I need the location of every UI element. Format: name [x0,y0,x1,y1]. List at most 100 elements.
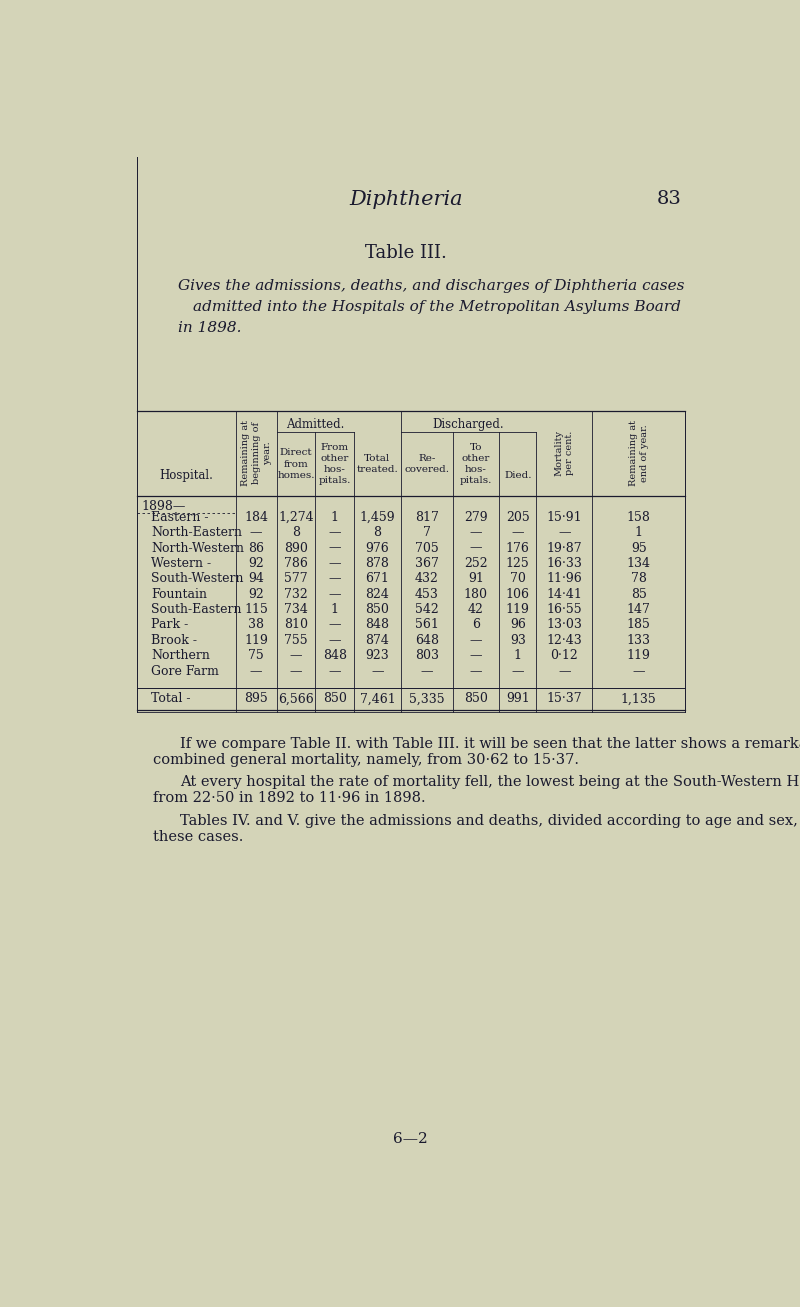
Text: 1,274: 1,274 [278,511,314,524]
Text: admitted into the Hospitals of the Metropolitan Asylums Board: admitted into the Hospitals of the Metro… [193,301,681,314]
Text: 6,566: 6,566 [278,693,314,706]
Text: 561: 561 [414,618,438,631]
Text: —: — [511,665,524,678]
Text: 93: 93 [510,634,526,647]
Text: —: — [371,665,384,678]
Text: 19·87: 19·87 [546,541,582,554]
Text: 38: 38 [248,618,264,631]
Text: 11·96: 11·96 [546,572,582,586]
Text: Total -: Total - [151,693,190,706]
Text: Discharged.: Discharged. [433,418,504,431]
Text: Park -: Park - [151,618,189,631]
Text: 850: 850 [323,693,346,706]
Text: 13·03: 13·03 [546,618,582,631]
Text: At every hospital the rate of mortality fell, the lowest being at the South-West: At every hospital the rate of mortality … [180,775,800,789]
Text: 158: 158 [626,511,650,524]
Text: 648: 648 [414,634,438,647]
Text: North-Western: North-Western [151,541,244,554]
Text: 94: 94 [248,572,264,586]
Text: 991: 991 [506,693,530,706]
Text: 705: 705 [414,541,438,554]
Text: 176: 176 [506,541,530,554]
Text: 12·43: 12·43 [546,634,582,647]
Text: 755: 755 [284,634,308,647]
Text: 92: 92 [248,557,264,570]
Text: 1,135: 1,135 [621,693,657,706]
Text: Mortality
per cent.: Mortality per cent. [554,430,574,476]
Text: 732: 732 [284,588,308,601]
Text: South-Western: South-Western [151,572,244,586]
Text: 786: 786 [284,557,308,570]
Text: 367: 367 [414,557,438,570]
Text: 119: 119 [506,603,530,616]
Text: 125: 125 [506,557,530,570]
Text: 890: 890 [284,541,308,554]
Text: 180: 180 [464,588,488,601]
Text: 810: 810 [284,618,308,631]
Text: 15·91: 15·91 [546,511,582,524]
Text: from 22·50 in 1892 to 11·96 in 1898.: from 22·50 in 1892 to 11·96 in 1898. [153,791,426,805]
Text: Fountain: Fountain [151,588,207,601]
Text: 134: 134 [626,557,650,570]
Text: combined general mortality, namely, from 30·62 to 15·37.: combined general mortality, namely, from… [153,753,578,767]
Text: Gives the admissions, deaths, and discharges of Diphtheria cases: Gives the admissions, deaths, and discha… [178,280,684,293]
Text: 91: 91 [468,572,484,586]
Text: 185: 185 [626,618,650,631]
Text: 874: 874 [366,634,390,647]
Text: 1: 1 [331,511,339,524]
Text: —: — [329,634,341,647]
Text: —: — [632,665,645,678]
Text: North-Eastern: North-Eastern [151,527,242,538]
Text: Tables IV. and V. give the admissions and deaths, divided according to age and s: Tables IV. and V. give the admissions an… [180,814,800,827]
Text: 5,335: 5,335 [409,693,445,706]
Text: Diphtheria: Diphtheria [350,190,463,209]
Text: in 1898.: in 1898. [178,320,241,335]
Text: 184: 184 [244,511,268,524]
Text: 7: 7 [422,527,430,538]
Text: Direct
from
homes.: Direct from homes. [278,448,315,480]
Text: 671: 671 [366,572,390,586]
Text: 542: 542 [414,603,438,616]
Text: 432: 432 [414,572,438,586]
Text: these cases.: these cases. [153,830,243,844]
Text: 577: 577 [284,572,308,586]
Text: 70: 70 [510,572,526,586]
Text: —: — [558,527,570,538]
Text: 75: 75 [248,650,264,663]
Text: —: — [470,650,482,663]
Text: —: — [329,527,341,538]
Text: 279: 279 [464,511,488,524]
Text: 1898—: 1898— [141,499,186,512]
Text: —: — [250,665,262,678]
Text: —: — [329,572,341,586]
Text: 824: 824 [366,588,390,601]
Text: —: — [290,665,302,678]
Text: 848: 848 [323,650,347,663]
Text: 42: 42 [468,603,484,616]
Text: 6—2: 6—2 [393,1132,427,1146]
Text: Western -: Western - [151,557,211,570]
Text: Remaining at
end of year.: Remaining at end of year. [629,421,649,486]
Text: —: — [250,527,262,538]
Text: 205: 205 [506,511,530,524]
Text: 119: 119 [626,650,650,663]
Text: 734: 734 [284,603,308,616]
Text: 8: 8 [374,527,382,538]
Text: 115: 115 [244,603,268,616]
Text: 923: 923 [366,650,390,663]
Text: South-Eastern: South-Eastern [151,603,242,616]
Text: 976: 976 [366,541,390,554]
Text: From
other
hos-
pitals.: From other hos- pitals. [318,443,351,485]
Text: —: — [290,650,302,663]
Text: 78: 78 [630,572,646,586]
Text: —: — [470,634,482,647]
Text: —: — [329,618,341,631]
Text: Hospital.: Hospital. [159,469,214,482]
Text: 895: 895 [244,693,268,706]
Text: 848: 848 [366,618,390,631]
Text: 878: 878 [366,557,390,570]
Text: —: — [329,541,341,554]
Text: 92: 92 [248,588,264,601]
Text: —: — [421,665,433,678]
Text: 133: 133 [626,634,650,647]
